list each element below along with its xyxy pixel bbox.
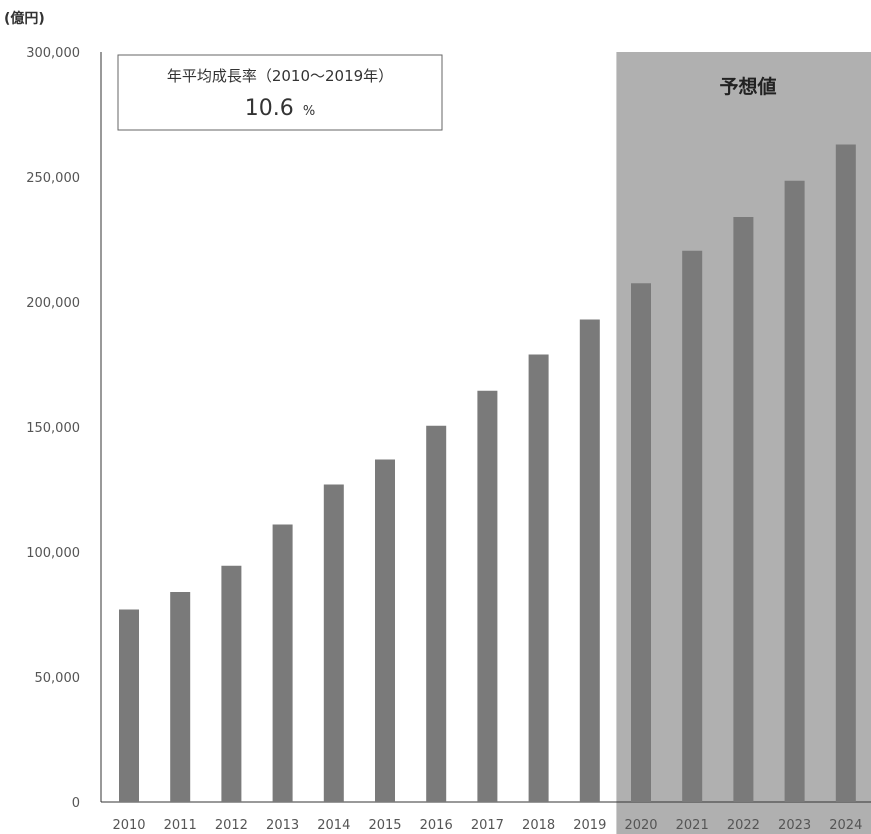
x-tick-label: 2011	[164, 818, 197, 833]
x-tick-label: 2023	[778, 818, 811, 833]
y-tick-label: 250,000	[26, 171, 80, 186]
x-tick-label: 2024	[829, 818, 862, 833]
x-tick-label: 2020	[624, 818, 657, 833]
y-tick-label: 100,000	[26, 546, 80, 561]
y-tick-label: 300,000	[26, 46, 80, 61]
y-tick-label: 150,000	[26, 421, 80, 436]
growth-annotation-unit: %	[303, 104, 315, 119]
x-tick-label: 2014	[317, 818, 350, 833]
y-axis-ticks: 0 50,000 100,000 150,000 200,000 250,000 300,0…	[26, 46, 80, 811]
bar-2013	[272, 524, 293, 802]
bar-2020	[631, 283, 651, 802]
bar-2015	[375, 459, 395, 802]
x-tick-label: 2019	[573, 818, 606, 833]
bar-2022	[733, 217, 754, 802]
y-tick-label: 50,000	[35, 671, 81, 686]
bar-2019	[579, 319, 600, 802]
x-tick-label: 2010	[112, 818, 145, 833]
y-axis-unit-label: (億円)	[4, 10, 45, 27]
bar-2023	[784, 180, 805, 802]
bar-2014	[323, 484, 344, 802]
forecast-label: 予想値	[719, 75, 776, 98]
x-tick-label: 2017	[471, 818, 504, 833]
bar-2010	[119, 609, 139, 802]
growth-annotation-box	[117, 54, 443, 131]
x-axis-ticks: 2010 2011 2012 2013 2014 2015 2016 2017 2018 2019…	[112, 818, 862, 833]
bars	[119, 144, 856, 802]
bar-2011	[170, 592, 191, 802]
x-tick-label: 2018	[522, 818, 555, 833]
bar-2017	[477, 390, 498, 802]
x-tick-label: 2016	[420, 818, 453, 833]
growth-annotation: 年平均成長率（2010〜2019年） 10.6 %	[117, 54, 443, 131]
bar-2016	[426, 425, 447, 802]
x-tick-label: 2013	[266, 818, 299, 833]
bar-2018	[528, 354, 549, 802]
growth-annotation-value: 10.6	[245, 96, 294, 121]
x-tick-label: 2022	[727, 818, 760, 833]
x-tick-label: 2021	[676, 818, 709, 833]
bar-2012	[221, 565, 242, 802]
bar-2024	[835, 144, 856, 802]
growth-annotation-caption: 年平均成長率（2010〜2019年）	[167, 67, 393, 85]
x-tick-label: 2012	[215, 818, 248, 833]
y-tick-label: 200,000	[26, 296, 80, 311]
x-tick-label: 2015	[368, 818, 401, 833]
y-tick-label: 0	[72, 796, 80, 811]
bar-2021	[682, 250, 703, 802]
growth-annotation-value-line: 10.6 %	[245, 96, 315, 121]
